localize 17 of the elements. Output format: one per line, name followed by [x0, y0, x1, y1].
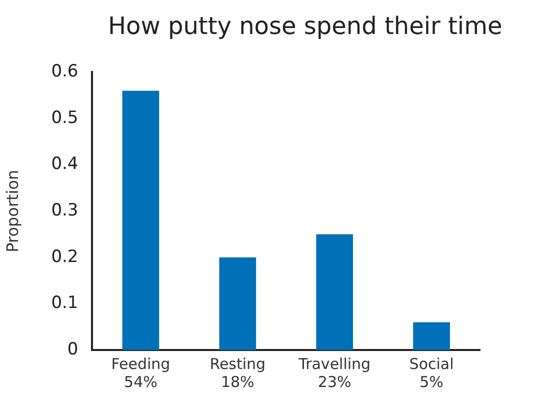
y-tick-label: 0	[67, 339, 78, 360]
chart-title: How putty nose spend their time	[108, 12, 502, 40]
bar	[122, 90, 160, 350]
bar	[413, 322, 450, 350]
x-tick-label: Social 5%	[409, 354, 454, 391]
y-tick-label: 0.4	[51, 154, 78, 174]
x-tick-label: Resting 18%	[210, 354, 266, 391]
y-tick-label: 0.5	[51, 108, 78, 128]
y-tick-label: 0.1	[51, 293, 78, 314]
y-tick-label: 0.6	[51, 62, 78, 82]
bar	[219, 257, 256, 350]
x-tick-label: Travelling 23%	[298, 354, 371, 391]
y-axis-title: Proportion	[2, 170, 22, 252]
x-tick-label: Feeding 54%	[111, 354, 170, 391]
y-tick-label: 0.2	[51, 246, 78, 267]
y-tick-label: 0.3	[51, 200, 78, 221]
bar	[316, 234, 354, 350]
